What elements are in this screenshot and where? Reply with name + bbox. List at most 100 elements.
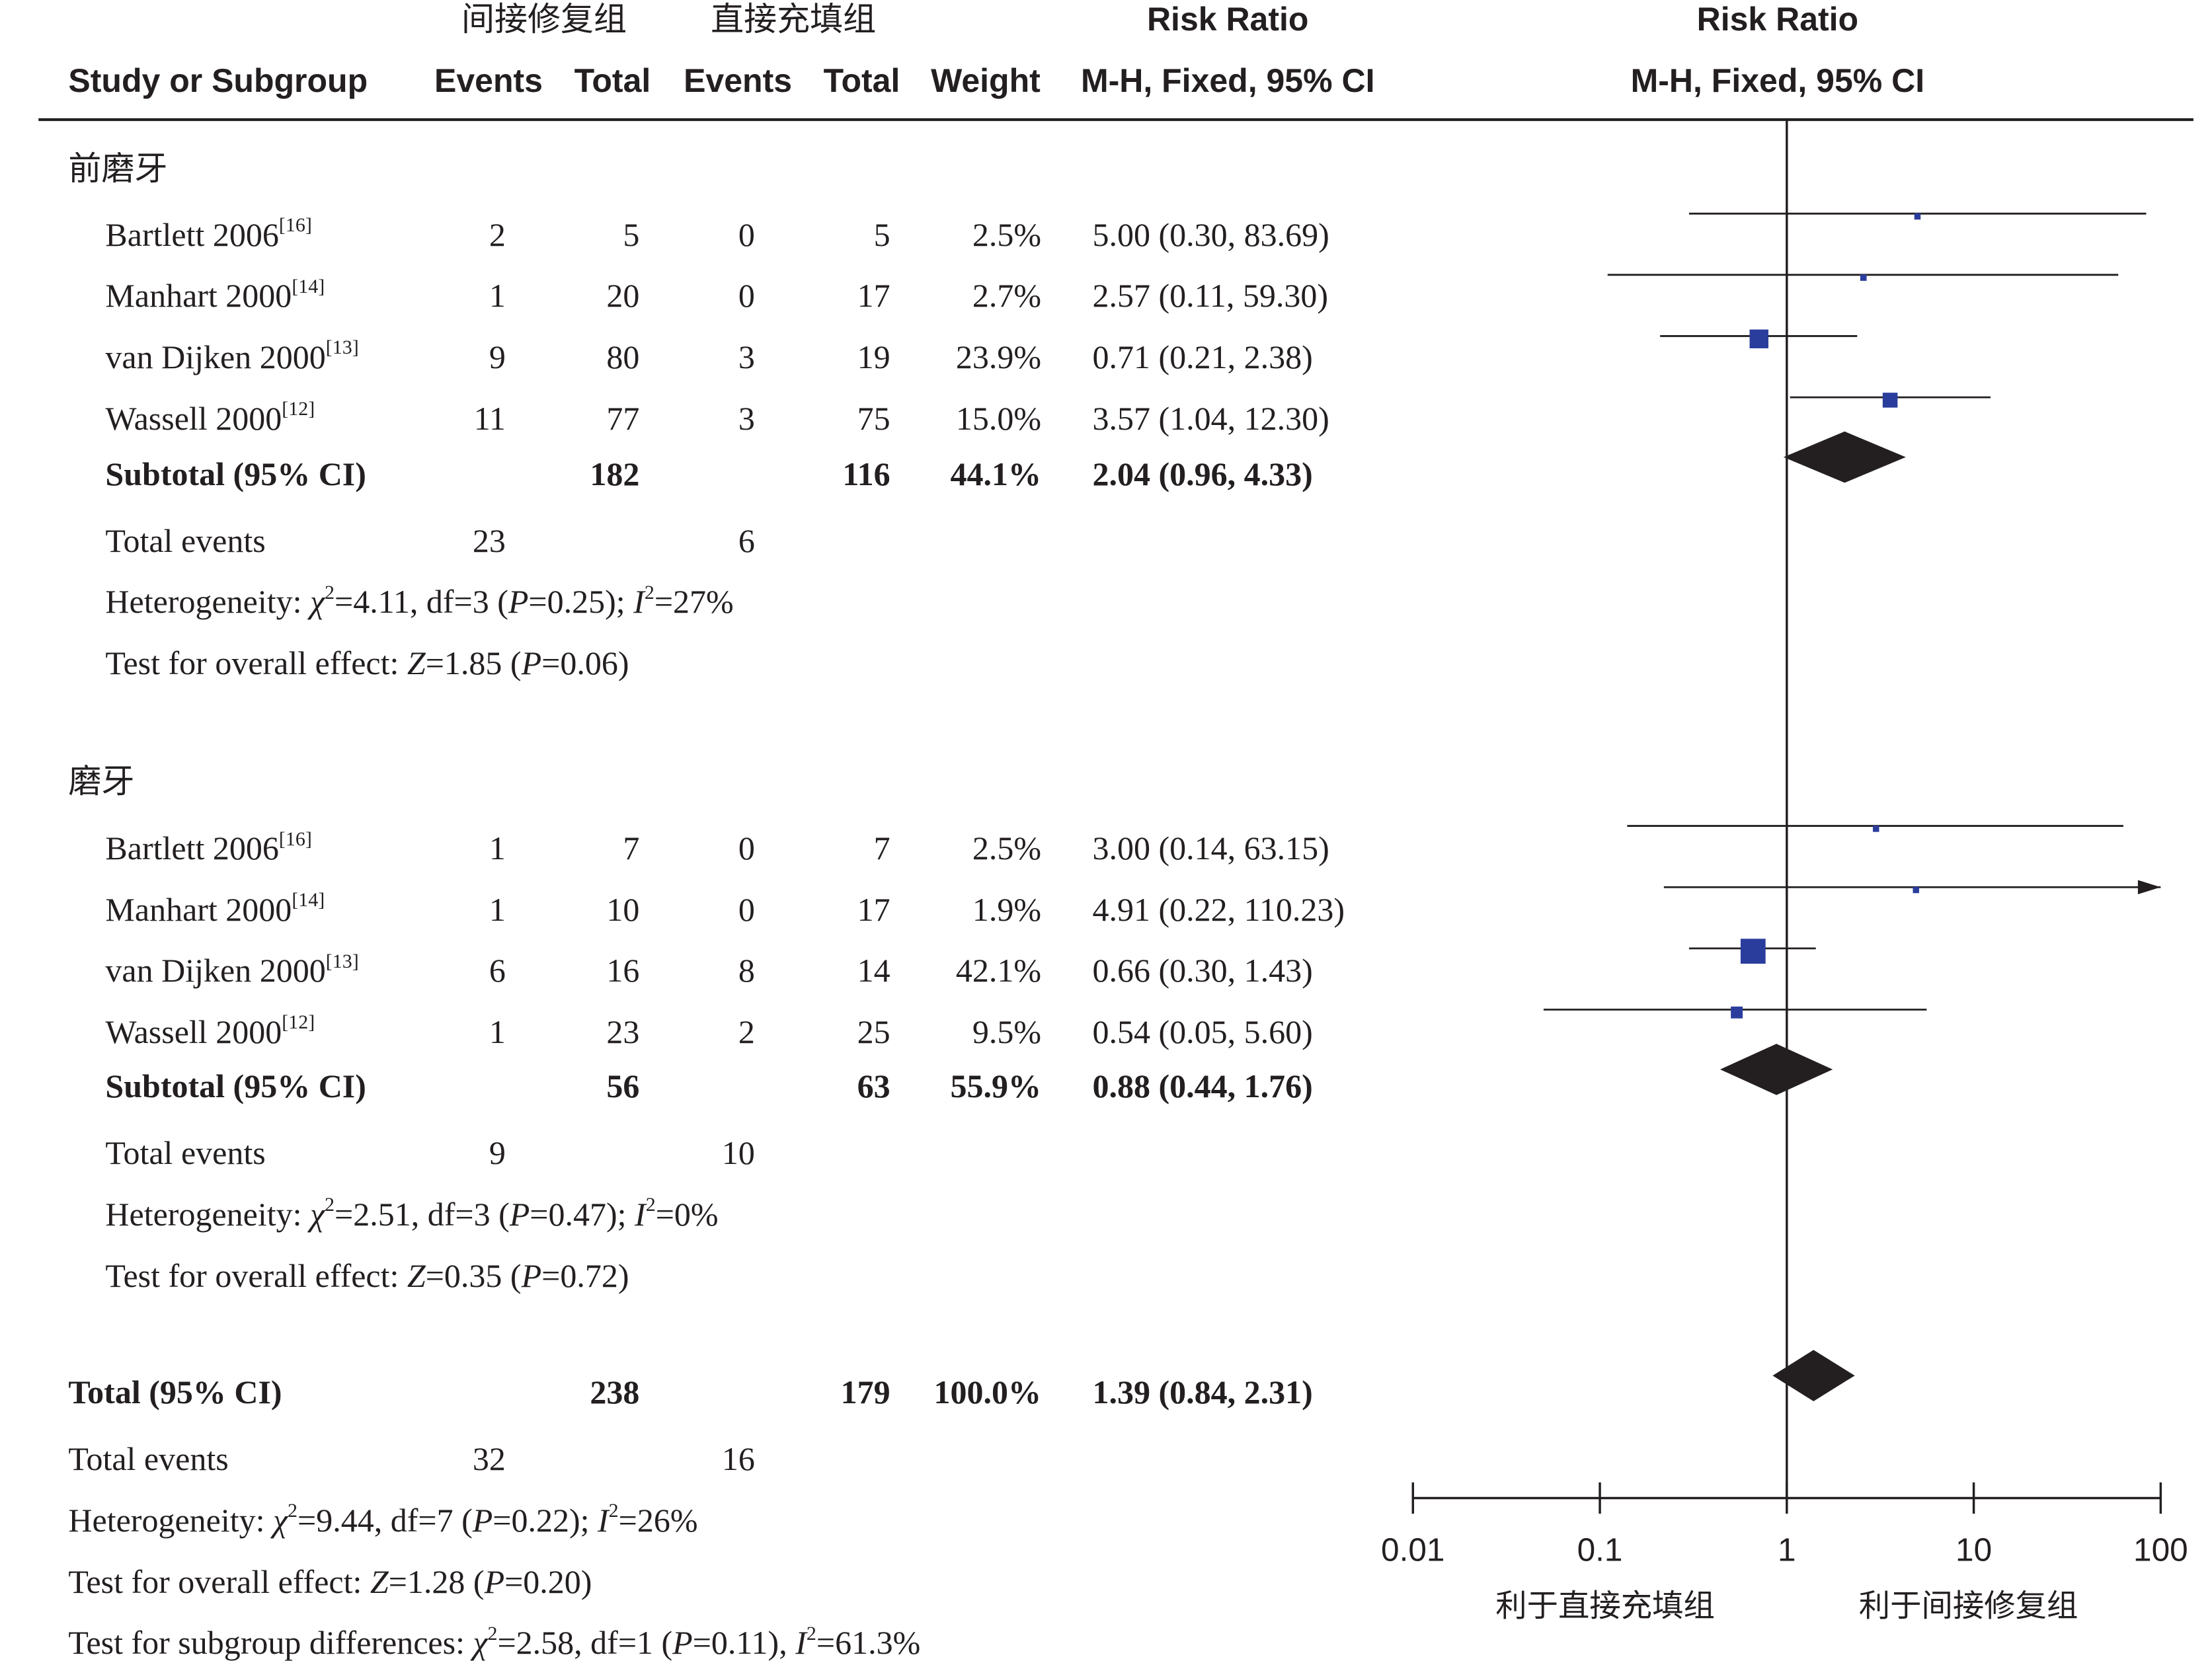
- molar-overall-effect-z-value: =0.35 (: [425, 1256, 522, 1294]
- premolar-overall-effect-prefix: Test for overall effect:: [105, 644, 407, 682]
- molar-study-2-ci: 4.91 (0.22, 110.23): [1092, 890, 1345, 928]
- study-square-2: [1860, 274, 1867, 281]
- molar-heterogeneity-p-value: =0.47);: [530, 1195, 635, 1233]
- molar-study-3-ref: [13]: [325, 950, 359, 972]
- premolar-study-4-total2: 75: [857, 399, 890, 437]
- molar-study-3-study-name: van Dijken 2000: [105, 952, 326, 989]
- molar-study-1-name: Bartlett 2006[16]: [105, 829, 311, 865]
- molar-subtotal-total2: 63: [857, 1067, 890, 1104]
- group1-header: 间接修复组: [461, 0, 627, 39]
- premolar-total-events-label: Total events: [105, 521, 266, 559]
- overall-total-weight: 100.0%: [933, 1373, 1041, 1411]
- premolar-study-2-weight: 2.7%: [972, 277, 1041, 315]
- x-axis-tick-label: 100: [2133, 1531, 2188, 1568]
- molar-study-2-weight: 1.9%: [972, 890, 1041, 928]
- molar-study-3-name: van Dijken 2000[13]: [105, 951, 358, 989]
- premolar-total-events1: 23: [472, 521, 506, 559]
- molar-overall-effect-p-value: =0.72): [541, 1256, 629, 1294]
- premolar-subtotal-total1: 182: [590, 455, 640, 492]
- premolar-study-1-study-name: Bartlett 2006: [105, 215, 279, 253]
- molar-study-2-name: Manhart 2000[14]: [105, 890, 325, 926]
- subgroup-differences-chi-sq: 2: [487, 1622, 498, 1644]
- overall-heterogeneity-i: I: [598, 1502, 609, 1539]
- premolar-study-4-study-name: Wassell 2000: [105, 399, 282, 437]
- premolar-heterogeneity-chi-sq: 2: [325, 581, 335, 603]
- premolar-study-4-events1: 11: [473, 399, 506, 437]
- overall-total-label: Total (95% CI): [68, 1373, 282, 1411]
- overall-total-total1: 238: [590, 1373, 640, 1411]
- subgroup-differences-p-value: =0.11),: [692, 1624, 796, 1661]
- overall-heterogeneity-p: P: [472, 1502, 493, 1539]
- group2-header: 直接充填组: [711, 0, 877, 39]
- premolar-study-2-ref: [14]: [292, 275, 325, 297]
- summary-diamond-1: [1783, 431, 1906, 483]
- premolar-total-events2: 6: [738, 521, 755, 559]
- molar-total-events2: 10: [721, 1134, 755, 1172]
- overall-total-ci: 1.39 (0.84, 2.31): [1092, 1373, 1313, 1411]
- study-square-7: [1740, 939, 1766, 964]
- molar-study-1-ci: 3.00 (0.14, 63.15): [1092, 830, 1329, 867]
- premolar-subgroup-title: 前磨牙: [68, 149, 168, 188]
- premolar-subtotal-weight: 44.1%: [950, 455, 1041, 492]
- molar-study-2-ref: [14]: [292, 889, 325, 911]
- premolar-heterogeneity-i: I: [633, 583, 645, 621]
- group1-events-header: Events: [434, 61, 543, 99]
- study-square-3: [1749, 329, 1768, 348]
- premolar-study-3-ref: [13]: [325, 336, 359, 359]
- premolar-study-2-events2: 0: [738, 277, 755, 315]
- study-square-6: [1913, 886, 1919, 894]
- subgroup-differences-p: P: [672, 1624, 693, 1661]
- molar-total-events-label: Total events: [105, 1134, 266, 1172]
- favours-right-label: 利于间接修复组: [1859, 1588, 2078, 1624]
- premolar-heterogeneity-p-value: =0.25);: [528, 583, 634, 621]
- overall-effect-z: Z: [370, 1563, 389, 1600]
- molar-subtotal-total1: 56: [606, 1067, 640, 1104]
- molar-heterogeneity-chi: χ: [310, 1195, 325, 1233]
- premolar-study-2-ci: 2.57 (0.11, 59.30): [1092, 277, 1328, 315]
- premolar-study-1-name: Bartlett 2006[16]: [105, 215, 311, 253]
- premolar-study-3-study-name: van Dijken 2000: [105, 338, 326, 375]
- overall-heterogeneity-i2-value: =26%: [618, 1502, 698, 1539]
- premolar-overall-effect-p: P: [521, 644, 542, 682]
- overall-effect-p-value: =0.20): [504, 1563, 592, 1600]
- molar-heterogeneity-chi-sq: 2: [325, 1194, 335, 1216]
- premolar-study-3-total1: 80: [606, 338, 640, 375]
- premolar-study-4-ci: 3.57 (1.04, 12.30): [1092, 399, 1329, 437]
- molar-study-4-total1: 23: [606, 1013, 640, 1051]
- study-square-8: [1731, 1006, 1743, 1019]
- molar-study-4-events1: 1: [489, 1013, 506, 1051]
- molar-overall-effect-z: Z: [407, 1256, 426, 1294]
- premolar-study-4-ref: [12]: [282, 397, 315, 420]
- premolar-study-3-weight: 23.9%: [955, 338, 1041, 375]
- overall-heterogeneity-i-sq: 2: [608, 1500, 619, 1522]
- molar-study-4-total2: 25: [857, 1013, 890, 1051]
- molar-study-3-events1: 6: [489, 952, 506, 989]
- molar-study-4-study-name: Wassell 2000: [105, 1013, 282, 1051]
- summary-diamond-2: [1720, 1044, 1833, 1095]
- premolar-study-3-events2: 3: [738, 338, 755, 375]
- overall-heterogeneity: Heterogeneity: χ2=9.44, df=7 (P=0.22); I…: [68, 1501, 698, 1539]
- molar-study-1-events1: 1: [489, 830, 506, 867]
- premolar-study-3-name: van Dijken 2000[13]: [105, 338, 358, 375]
- study-square-4: [1882, 393, 1898, 408]
- premolar-study-4-weight: 15.0%: [955, 399, 1041, 437]
- premolar-heterogeneity-i2-value: =27%: [654, 583, 734, 621]
- overall-heterogeneity-p-value: =0.22);: [493, 1502, 598, 1539]
- overall-total-events2: 16: [721, 1440, 755, 1478]
- weight-header: Weight: [931, 61, 1041, 99]
- molar-study-3-events2: 8: [738, 952, 755, 989]
- molar-study-2-events1: 1: [489, 890, 506, 928]
- overall-heterogeneity-chi: χ: [273, 1502, 288, 1539]
- premolar-overall-effect: Test for overall effect: Z=1.85 (P=0.06): [105, 646, 629, 679]
- premolar-heterogeneity: Heterogeneity: χ2=4.11, df=3 (P=0.25); I…: [105, 581, 734, 621]
- subgroup-differences-prefix: Test for subgroup differences:: [68, 1624, 473, 1661]
- premolar-study-2-events1: 1: [489, 277, 506, 315]
- premolar-study-1-total2: 5: [873, 215, 890, 253]
- molar-study-4-events2: 2: [738, 1013, 755, 1051]
- subgroup-differences-chi-value: =2.58, df=1 (: [497, 1624, 673, 1661]
- overall-effect: Test for overall effect: Z=1.28 (P=0.20): [68, 1565, 592, 1598]
- ci-arrow-6: [2137, 880, 2161, 894]
- group2-total-header: Total: [823, 61, 900, 99]
- premolar-subtotal-ci: 2.04 (0.96, 4.33): [1092, 455, 1313, 492]
